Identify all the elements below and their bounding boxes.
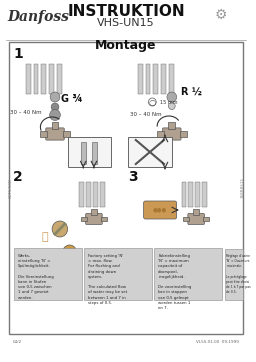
- Bar: [193, 209, 199, 215]
- Text: R ½: R ½: [181, 87, 202, 97]
- Bar: [49, 64, 54, 94]
- Bar: [41, 64, 46, 94]
- Bar: [92, 142, 97, 164]
- Bar: [68, 137, 111, 167]
- Text: ✋: ✋: [42, 232, 49, 242]
- FancyBboxPatch shape: [46, 128, 64, 140]
- Circle shape: [50, 92, 60, 102]
- Text: 158R8515: 158R8515: [241, 177, 245, 198]
- Bar: [93, 182, 98, 207]
- Bar: [81, 142, 86, 164]
- Bar: [169, 64, 174, 94]
- Bar: [40, 131, 47, 136]
- Bar: [100, 182, 105, 207]
- Bar: [79, 182, 84, 207]
- Bar: [63, 131, 70, 136]
- Text: ○: ○: [149, 97, 156, 106]
- Circle shape: [51, 103, 59, 111]
- FancyBboxPatch shape: [14, 248, 82, 300]
- Bar: [161, 64, 166, 94]
- Circle shape: [67, 249, 72, 255]
- Bar: [153, 64, 158, 94]
- Text: 06TS/04D: 06TS/04D: [9, 178, 13, 198]
- Bar: [26, 64, 31, 94]
- Text: Danfoss: Danfoss: [7, 10, 69, 24]
- Text: VL55.01.00  09-1999: VL55.01.00 09-1999: [196, 340, 239, 344]
- FancyBboxPatch shape: [188, 214, 204, 224]
- Bar: [195, 182, 200, 207]
- Bar: [34, 64, 38, 94]
- Circle shape: [50, 109, 60, 121]
- FancyBboxPatch shape: [144, 201, 177, 219]
- Bar: [188, 182, 193, 207]
- FancyBboxPatch shape: [84, 248, 152, 300]
- Text: 1: 1: [13, 47, 23, 61]
- Bar: [101, 217, 107, 221]
- Bar: [91, 209, 97, 215]
- Bar: [86, 182, 91, 207]
- Text: 2: 2: [13, 170, 23, 184]
- Bar: [52, 122, 58, 129]
- Text: Factory setting 'N'
= max. flow.
For flushing and
draining down
system.

The cal: Factory setting 'N' = max. flow. For flu…: [88, 254, 127, 305]
- FancyBboxPatch shape: [163, 128, 181, 140]
- FancyBboxPatch shape: [154, 248, 222, 300]
- Text: ●●●: ●●●: [153, 207, 167, 212]
- Text: 30 – 40 Nm: 30 – 40 Nm: [10, 109, 42, 114]
- Circle shape: [63, 245, 77, 259]
- Text: Werks-
einstellung 'N' =
Spülmöglichkeit.

Die Voreinstellung
kann in Stufen
von: Werks- einstellung 'N' = Spülmöglichkeit…: [18, 254, 54, 300]
- Bar: [81, 217, 87, 221]
- Text: ⚙: ⚙: [214, 8, 227, 22]
- Text: Fabriekinstelling
'N' = maximum
capaciteit of
doorspoel-
mogelijkheid.

De voori: Fabriekinstelling 'N' = maximum capacite…: [158, 254, 191, 310]
- Circle shape: [52, 221, 68, 237]
- Bar: [182, 182, 186, 207]
- Bar: [168, 122, 175, 129]
- Bar: [183, 217, 189, 221]
- Circle shape: [168, 102, 175, 109]
- Text: 04/2: 04/2: [13, 340, 22, 344]
- Text: VHS-UN15: VHS-UN15: [97, 18, 155, 28]
- Bar: [145, 64, 150, 94]
- Bar: [202, 182, 207, 207]
- Bar: [128, 137, 172, 167]
- Text: Montage: Montage: [95, 39, 157, 52]
- Bar: [204, 217, 209, 221]
- FancyBboxPatch shape: [86, 214, 102, 224]
- Bar: [157, 131, 164, 136]
- Text: 3: 3: [128, 170, 138, 184]
- Text: Réglage d'usine
'N' = Ouverture
maximale.

Le préréglage
peut être choisi
de 1 à: Réglage d'usine 'N' = Ouverture maximale…: [226, 254, 251, 294]
- Text: 15 mm: 15 mm: [160, 100, 178, 105]
- FancyBboxPatch shape: [9, 42, 243, 334]
- Bar: [57, 64, 62, 94]
- Text: G ¾: G ¾: [61, 94, 82, 104]
- Circle shape: [148, 98, 156, 106]
- Text: INSTRUKTION: INSTRUKTION: [67, 4, 185, 20]
- FancyBboxPatch shape: [225, 248, 243, 299]
- Bar: [138, 64, 143, 94]
- Text: 30 – 40 Nm: 30 – 40 Nm: [130, 111, 161, 117]
- Bar: [180, 131, 187, 136]
- Circle shape: [167, 92, 177, 102]
